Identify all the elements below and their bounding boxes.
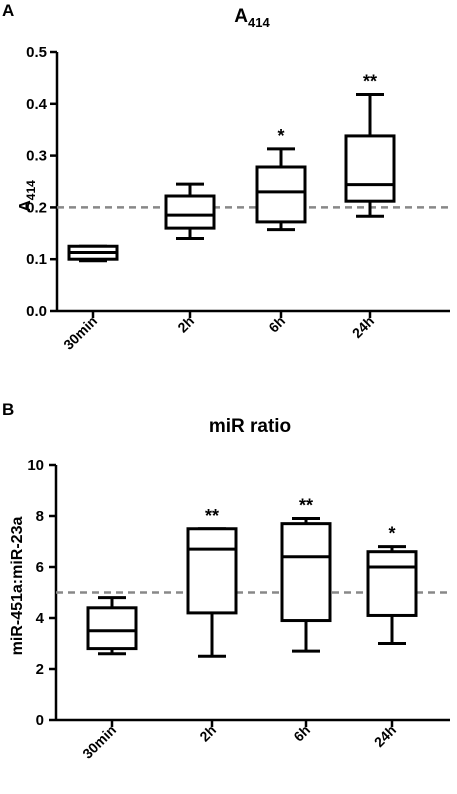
panel-a-y-tick-label: 0.3 [26,148,47,165]
panel-b-x-tick-label: 30min [79,722,119,762]
panel-b-x-tick-label: 6h [290,722,313,745]
panel-b: B miR ratio miR-451a:miR-23a 0 2 4 6 8 10 30mi… [2,400,450,762]
panel-b-letter: B [2,400,14,419]
panel-b-significance-marker: * [388,524,395,544]
panel-a-letter: A [2,1,14,20]
panel-a-box-30min [67,244,119,263]
panel-a-x-tick-label: 24h [349,313,377,341]
panel-a-iqr-box [255,165,307,224]
panel-a-y-tick-label: 0.1 [26,251,47,268]
panel-a-x-tick-label: 30min [60,313,100,353]
panel-b-box-24h: * [366,524,418,645]
panel-b-y-tick-label: 2 [36,661,44,678]
panel-b-box-6h: ** [280,496,332,653]
panel-a-title: A414 [234,6,270,30]
panel-b-iqr-box [366,550,418,617]
panel-b-y-axis-label: miR-451a:miR-23a [9,517,26,656]
panel-b-y-tick-label: 0 [36,712,44,729]
panel-b-y-tick-label: 4 [36,610,45,627]
panel-b-box-2h: ** [186,506,238,658]
panel-a-box-2h [164,182,216,240]
panel-b-box-30min [86,596,138,656]
panel-b-title: miR ratio [209,416,291,437]
panel-b-iqr-box [280,522,332,623]
panel-a-ylabel-sub: 414 [24,180,38,200]
panel-a-box-24h: ** [344,71,396,218]
panel-a-significance-marker: ** [363,71,377,91]
panel-a-iqr-box [344,134,396,203]
panel-b-significance-marker: ** [205,506,219,526]
panel-a-y-tick-label: 0.2 [26,199,47,216]
panel-a-significance-marker: * [277,126,284,146]
panel-b-x-tick-label: 2h [196,722,219,745]
panel-b-x-tick-label: 24h [371,722,399,750]
panel-a-x-tick-label: 6h [265,313,288,336]
panel-a-y-axis-label: A414 [17,180,38,212]
panel-b-significance-marker: ** [299,496,313,516]
panel-a-iqr-box [164,194,216,230]
panel-a-y-tick-label: 0.4 [26,96,48,113]
panel-b-y-tick-label: 6 [36,559,44,576]
panel-a-y-tick-label: 0.5 [26,44,47,61]
panel-a-box-6h: * [255,126,307,232]
panel-a-title-sub: 414 [248,15,270,30]
panel-a-ylabel-main: A [17,200,34,212]
panel-b-iqr-box [86,606,138,651]
panel-a-x-tick-label: 2h [174,313,197,336]
panel-b-y-tick-label: 10 [27,457,44,474]
panel-b-y-tick-label: 8 [36,508,44,525]
panel-a-y-tick-label: 0.0 [26,303,47,320]
panel-a-title-main: A [234,6,248,27]
panel-b-iqr-box [186,527,238,615]
